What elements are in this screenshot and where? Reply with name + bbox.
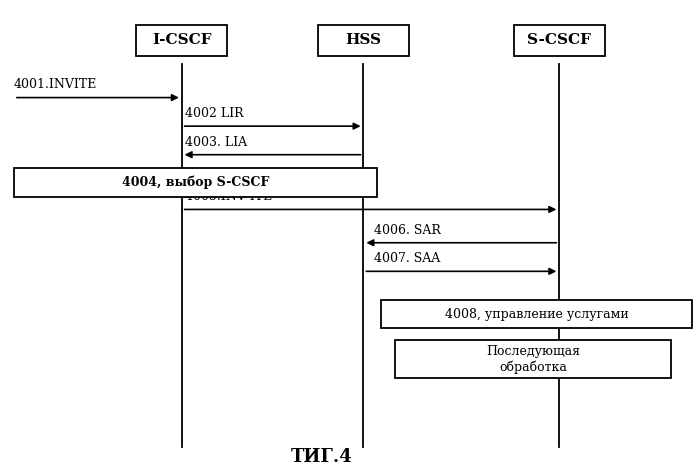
Text: Последующая
обработка: Последующая обработка	[486, 345, 580, 374]
FancyBboxPatch shape	[14, 168, 377, 197]
FancyBboxPatch shape	[136, 25, 227, 56]
Text: 4003. LIA: 4003. LIA	[185, 136, 247, 149]
Text: I-CSCF: I-CSCF	[152, 33, 212, 48]
FancyBboxPatch shape	[318, 25, 409, 56]
Text: S-CSCF: S-CSCF	[527, 33, 591, 48]
FancyBboxPatch shape	[381, 300, 692, 328]
Text: ΤИГ.4: ΤИГ.4	[291, 448, 352, 466]
Text: 4002 LIR: 4002 LIR	[185, 107, 244, 120]
Text: 4007. SAA: 4007. SAA	[374, 252, 440, 265]
FancyBboxPatch shape	[395, 340, 671, 378]
Text: 4008, управление услугами: 4008, управление услугами	[445, 307, 628, 321]
Text: 4005.INV ITE: 4005.INV ITE	[185, 190, 273, 203]
Text: 4006. SAR: 4006. SAR	[374, 224, 441, 237]
FancyBboxPatch shape	[514, 25, 605, 56]
Text: 4001.INVITE: 4001.INVITE	[14, 79, 97, 91]
Text: HSS: HSS	[345, 33, 382, 48]
Text: 4004, выбор S-CSCF: 4004, выбор S-CSCF	[122, 176, 269, 189]
